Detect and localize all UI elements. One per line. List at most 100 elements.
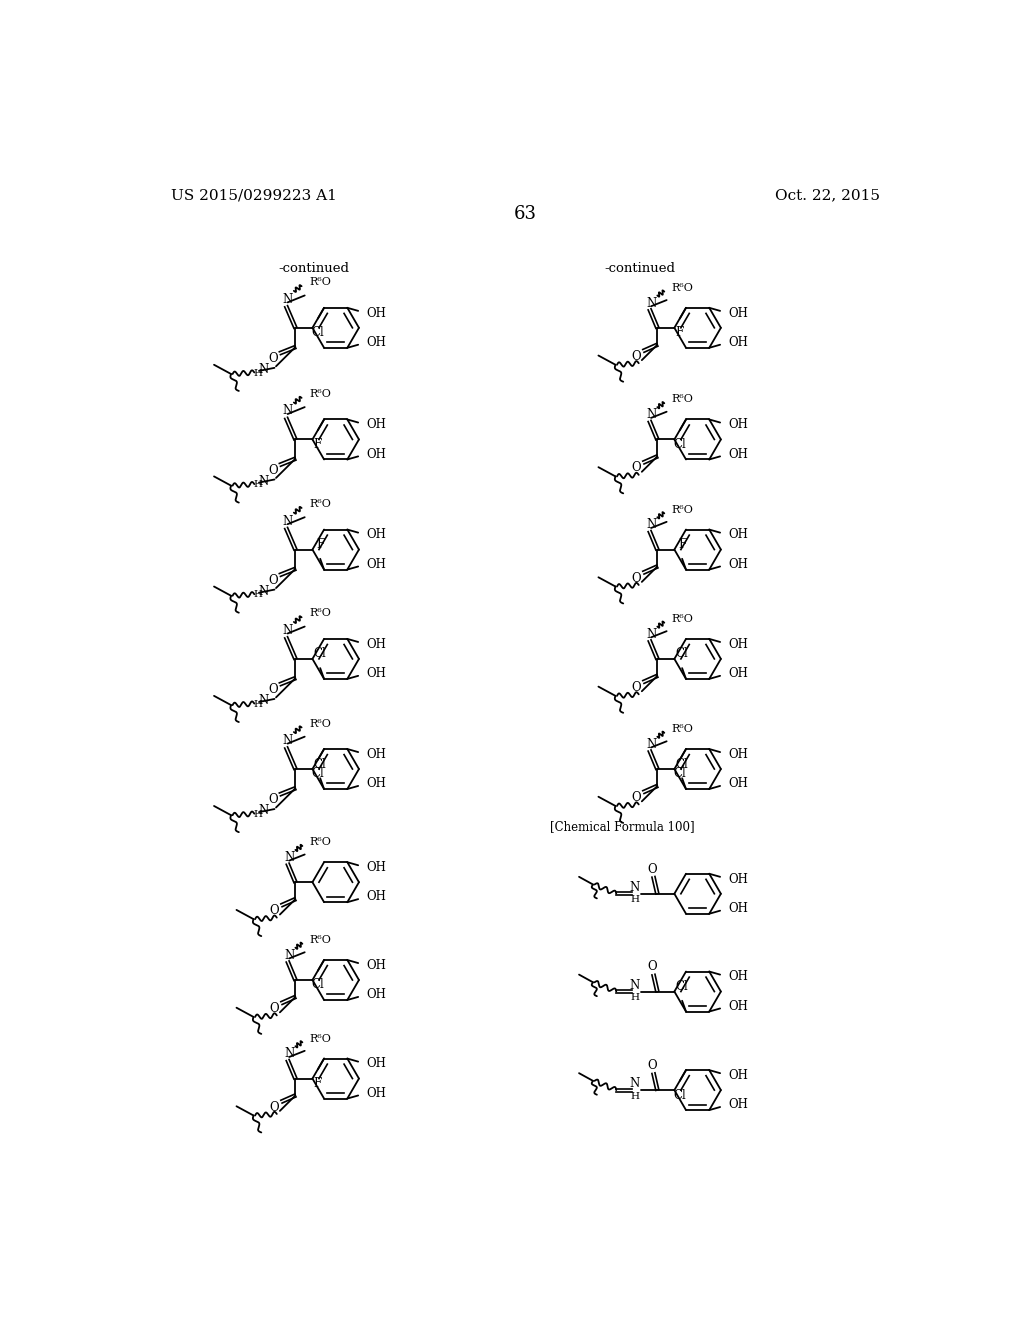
- Text: OH: OH: [367, 748, 387, 760]
- Text: N: N: [646, 738, 656, 751]
- Text: OH: OH: [729, 999, 749, 1012]
- Text: R⁶O: R⁶O: [672, 395, 693, 404]
- Text: Cl: Cl: [674, 438, 686, 451]
- Text: R⁶O: R⁶O: [309, 837, 331, 847]
- Text: N: N: [258, 585, 268, 598]
- Text: OH: OH: [367, 777, 387, 791]
- Text: N: N: [283, 734, 293, 747]
- Text: R⁶O: R⁶O: [672, 614, 693, 624]
- Text: O: O: [268, 574, 278, 587]
- Text: OH: OH: [367, 557, 387, 570]
- Text: R⁶O: R⁶O: [309, 277, 331, 288]
- Text: O: O: [648, 1059, 657, 1072]
- Text: OH: OH: [729, 335, 749, 348]
- Text: O: O: [632, 572, 641, 585]
- Text: Cl: Cl: [676, 979, 688, 993]
- Text: N: N: [283, 624, 293, 638]
- Text: -continued: -continued: [279, 261, 349, 275]
- Text: O: O: [632, 462, 641, 474]
- Text: Cl: Cl: [676, 647, 688, 660]
- Text: R⁶O: R⁶O: [309, 499, 331, 510]
- Text: OH: OH: [729, 873, 749, 886]
- Text: OH: OH: [367, 958, 387, 972]
- Text: R⁶O: R⁶O: [672, 282, 693, 293]
- Text: H: H: [253, 810, 262, 818]
- Text: F: F: [676, 326, 684, 339]
- Text: N: N: [646, 519, 656, 532]
- Text: Cl: Cl: [674, 1089, 686, 1102]
- Text: OH: OH: [729, 447, 749, 461]
- Text: H: H: [253, 368, 262, 378]
- Text: OH: OH: [367, 306, 387, 319]
- Text: N: N: [258, 363, 268, 376]
- Text: O: O: [632, 350, 641, 363]
- Text: O: O: [632, 681, 641, 694]
- Text: N: N: [283, 293, 293, 306]
- Text: OH: OH: [367, 638, 387, 651]
- Text: -continued: -continued: [604, 261, 675, 275]
- Text: N: N: [258, 804, 268, 817]
- Text: R⁶O: R⁶O: [309, 389, 331, 399]
- Text: OH: OH: [367, 418, 387, 432]
- Text: R⁶O: R⁶O: [309, 935, 331, 945]
- Text: 63: 63: [513, 205, 537, 223]
- Text: N: N: [630, 979, 640, 991]
- Text: R⁶O: R⁶O: [309, 1034, 331, 1044]
- Text: Cl: Cl: [311, 767, 325, 780]
- Text: O: O: [632, 791, 641, 804]
- Text: N: N: [283, 515, 293, 528]
- Text: O: O: [268, 463, 278, 477]
- Text: H: H: [253, 590, 262, 599]
- Text: N: N: [630, 880, 640, 894]
- Text: O: O: [648, 961, 657, 973]
- Text: OH: OH: [367, 1057, 387, 1071]
- Text: O: O: [268, 352, 278, 366]
- Text: OH: OH: [729, 528, 749, 541]
- Text: OH: OH: [729, 970, 749, 983]
- Text: H: H: [253, 700, 262, 709]
- Text: Cl: Cl: [311, 978, 325, 991]
- Text: [Chemical Formula 100]: [Chemical Formula 100]: [550, 820, 695, 833]
- Text: Cl: Cl: [313, 758, 327, 771]
- Text: Cl: Cl: [313, 647, 327, 660]
- Text: F: F: [313, 438, 322, 451]
- Text: OH: OH: [367, 890, 387, 903]
- Text: H: H: [631, 1092, 639, 1101]
- Text: N: N: [283, 404, 293, 417]
- Text: N: N: [258, 474, 268, 487]
- Text: N: N: [646, 297, 656, 310]
- Text: N: N: [646, 628, 656, 640]
- Text: H: H: [631, 895, 639, 904]
- Text: Cl: Cl: [676, 758, 688, 771]
- Text: OH: OH: [729, 638, 749, 651]
- Text: N: N: [630, 1077, 640, 1090]
- Text: O: O: [269, 1101, 280, 1114]
- Text: O: O: [268, 684, 278, 696]
- Text: OH: OH: [367, 989, 387, 1001]
- Text: Cl: Cl: [311, 326, 325, 339]
- Text: OH: OH: [729, 557, 749, 570]
- Text: O: O: [269, 1002, 280, 1015]
- Text: R⁶O: R⁶O: [309, 609, 331, 619]
- Text: O: O: [269, 904, 280, 917]
- Text: F: F: [316, 539, 325, 550]
- Text: US 2015/0299223 A1: US 2015/0299223 A1: [171, 189, 337, 202]
- Text: OH: OH: [729, 902, 749, 915]
- Text: F: F: [678, 539, 686, 550]
- Text: OH: OH: [729, 1069, 749, 1082]
- Text: N: N: [646, 408, 656, 421]
- Text: OH: OH: [729, 667, 749, 680]
- Text: R⁶O: R⁶O: [309, 718, 331, 729]
- Text: OH: OH: [367, 667, 387, 680]
- Text: OH: OH: [367, 861, 387, 874]
- Text: OH: OH: [729, 748, 749, 760]
- Text: OH: OH: [729, 306, 749, 319]
- Text: O: O: [648, 862, 657, 875]
- Text: OH: OH: [367, 447, 387, 461]
- Text: H: H: [253, 480, 262, 490]
- Text: H: H: [631, 993, 639, 1002]
- Text: F: F: [313, 1077, 322, 1090]
- Text: Cl: Cl: [674, 767, 686, 780]
- Text: OH: OH: [367, 528, 387, 541]
- Text: O: O: [268, 793, 278, 807]
